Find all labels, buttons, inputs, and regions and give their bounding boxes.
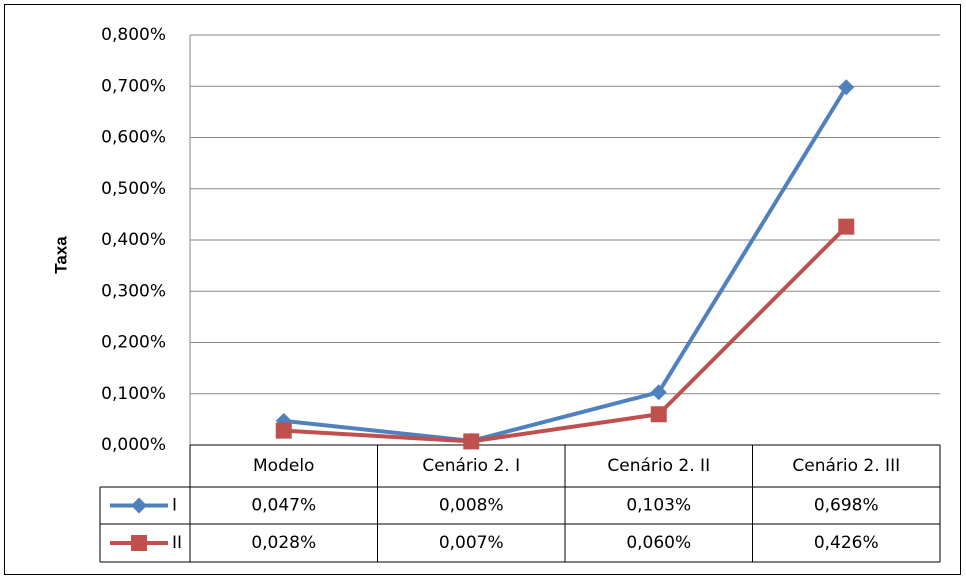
table-value: 0,060%: [626, 533, 691, 553]
legend-label: II: [172, 533, 182, 553]
y-tick-label: 0,200%: [101, 333, 166, 353]
marker: [650, 384, 667, 401]
table-value: 0,008%: [439, 496, 504, 516]
table-value: 0,007%: [439, 533, 504, 553]
marker: [463, 433, 480, 450]
y-axis-label: Taxa: [51, 236, 70, 274]
y-tick-label: 0,500%: [101, 179, 166, 199]
y-tick-label: 0,600%: [101, 128, 166, 148]
y-tick-label: 0,000%: [101, 435, 166, 455]
marker: [838, 79, 855, 96]
table-value: 0,028%: [251, 533, 316, 553]
table-value: 0,426%: [814, 533, 879, 553]
marker: [650, 406, 667, 423]
table-value: 0,103%: [626, 496, 691, 516]
y-tick-label: 0,800%: [101, 25, 166, 45]
legend-marker: [131, 497, 147, 514]
legend-label: I: [172, 496, 177, 516]
x-tick-label: Modelo: [253, 456, 314, 476]
chart-border: [4, 4, 961, 575]
y-tick-label: 0,300%: [101, 281, 166, 301]
line: [283, 86, 848, 443]
table-value: 0,698%: [814, 496, 879, 516]
x-tick-label: Cenário 2. III: [792, 456, 900, 476]
y-tick-label: 0,400%: [101, 230, 166, 250]
marker: [275, 422, 292, 439]
x-tick-label: Cenário 2. II: [607, 456, 710, 476]
line: [283, 225, 848, 444]
y-tick-label: 0,700%: [101, 76, 166, 96]
table-value: 0,047%: [251, 496, 316, 516]
legend-marker: [131, 535, 147, 551]
marker: [838, 218, 855, 235]
y-tick-label: 0,100%: [101, 384, 166, 404]
x-tick-label: Cenário 2. I: [422, 456, 520, 476]
